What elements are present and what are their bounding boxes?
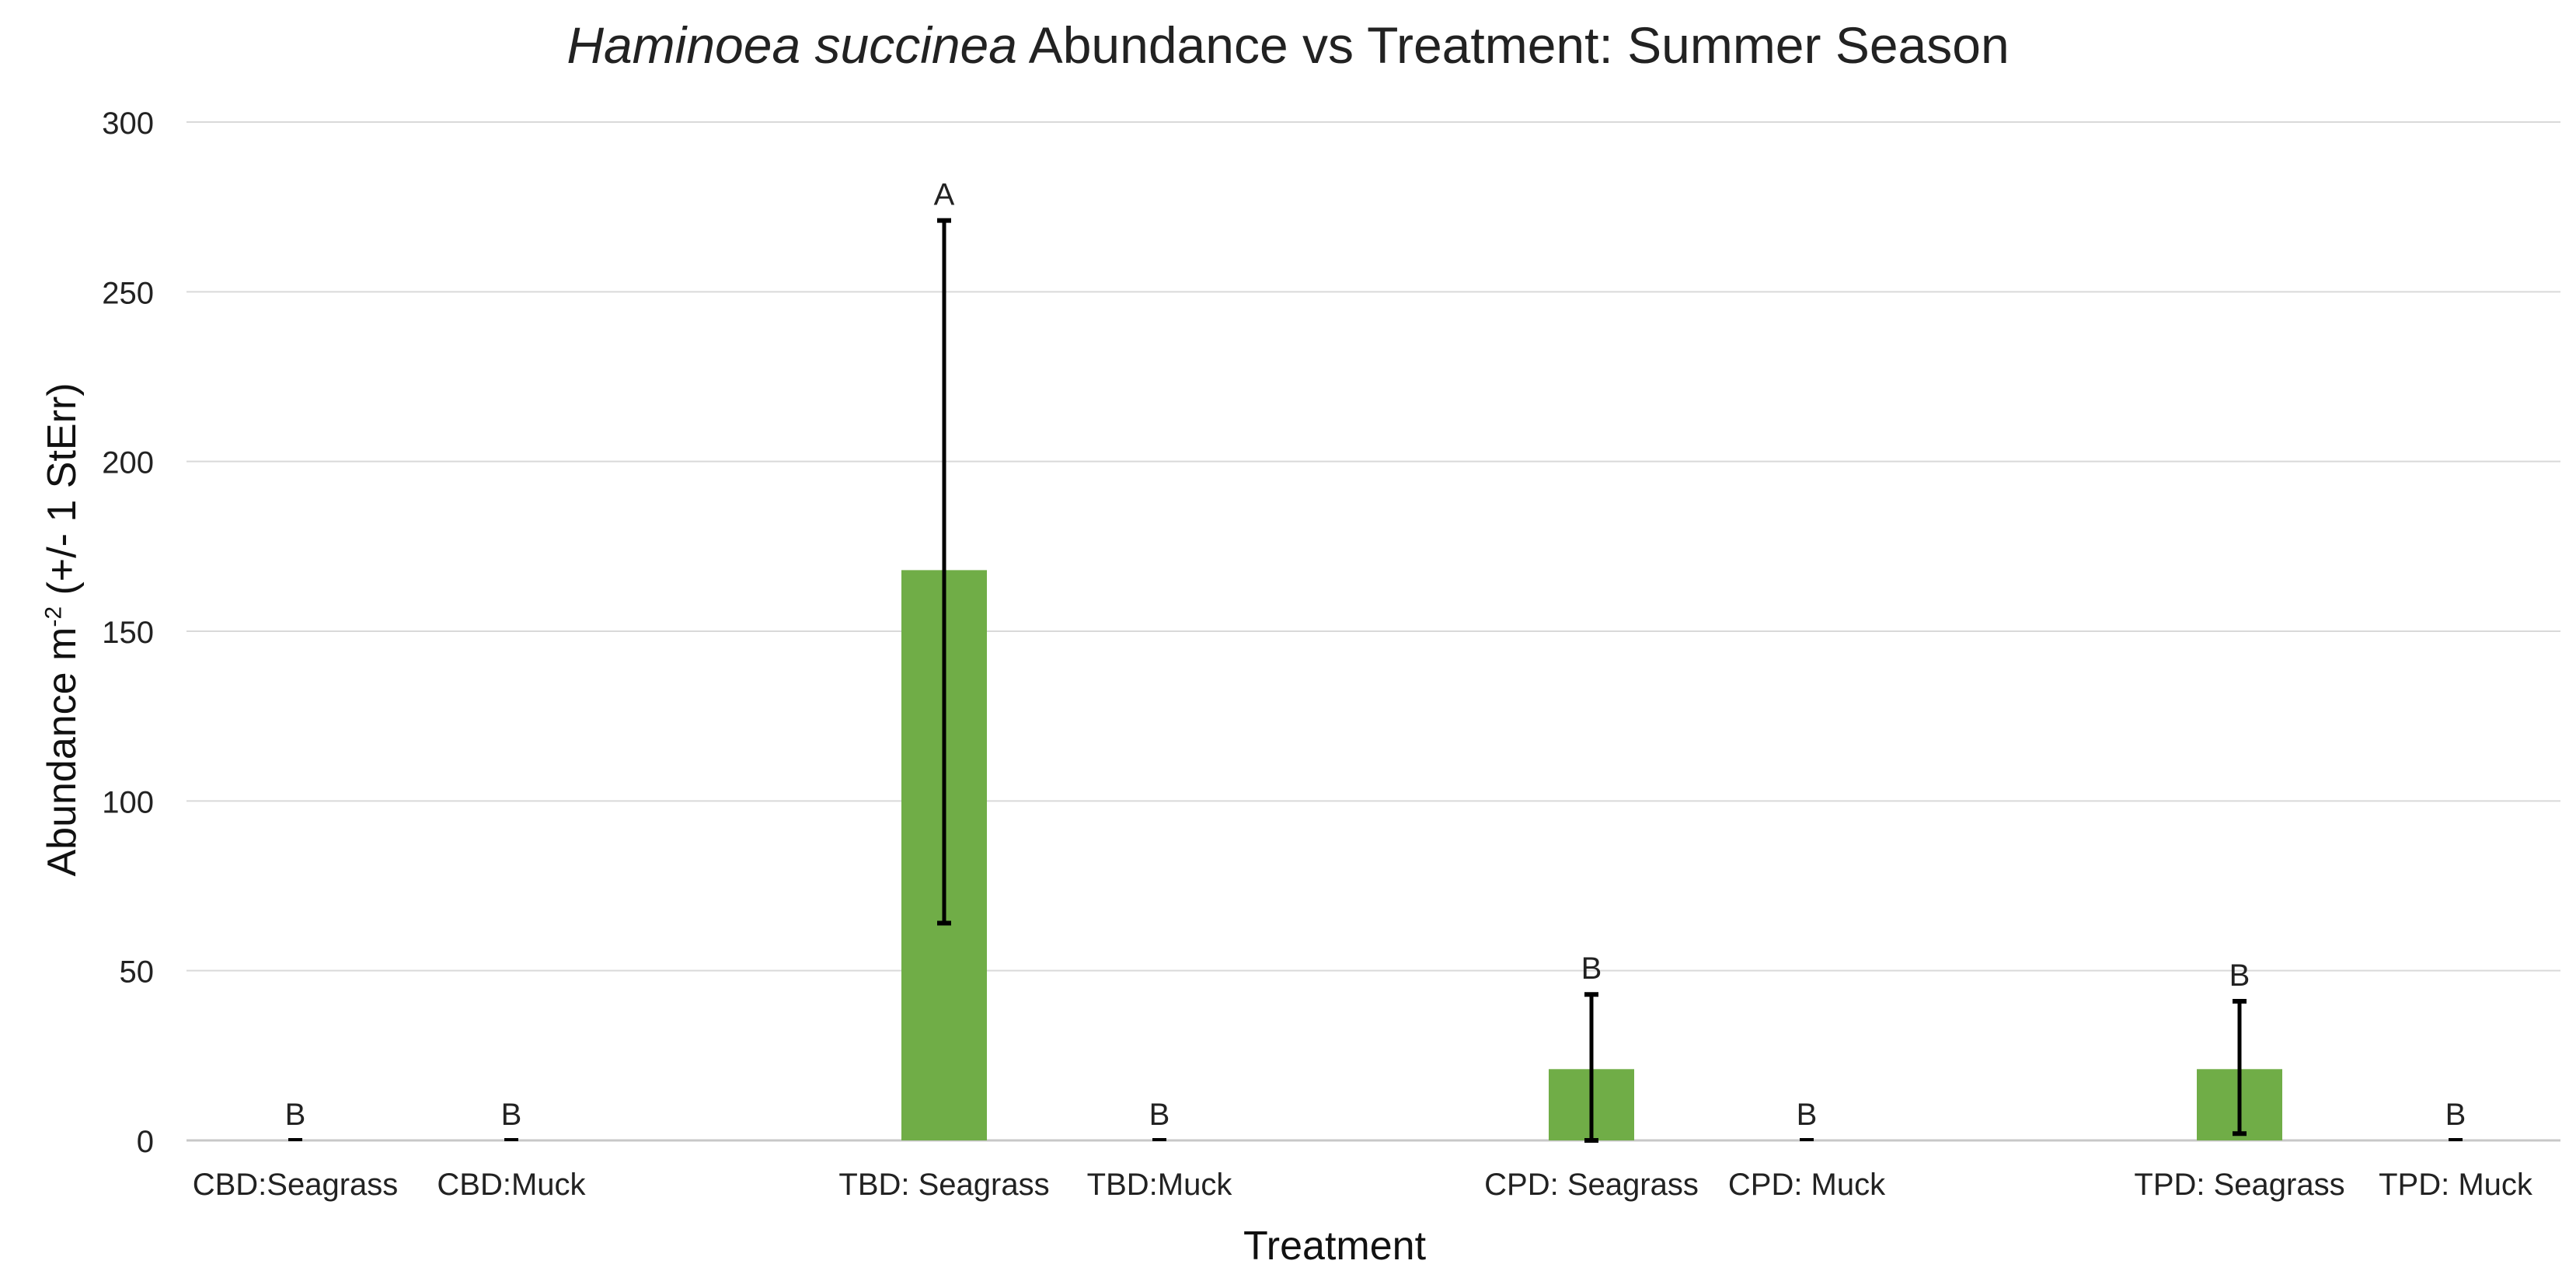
- chart-title-italic: Haminoea succinea: [566, 16, 1017, 74]
- x-tick-label: TBD:Muck: [1087, 1168, 1233, 1202]
- error-bars: [288, 218, 2463, 1143]
- y-tick-label: 50: [120, 955, 155, 990]
- significance-letter: B: [285, 1098, 306, 1132]
- significance-letter: B: [2229, 959, 2250, 993]
- chart-title-rest: Abundance vs Treatment: Summer Season: [1016, 16, 2010, 74]
- significance-letter: B: [1149, 1098, 1170, 1132]
- y-tick-label: 100: [102, 785, 154, 819]
- x-tick-label: CPD: Seagrass: [1484, 1168, 1699, 1202]
- y-tick-labels: 0 50 100 150 200 250 300: [102, 107, 154, 1159]
- x-tick-label: CBD:Muck: [437, 1168, 586, 1202]
- x-tick-labels: CBD:Seagrass CBD:Muck TBD: Seagrass TBD:Muc…: [193, 1168, 2533, 1202]
- y-tick-label: 0: [137, 1125, 154, 1159]
- significance-letter: B: [2445, 1098, 2466, 1132]
- gridlines: [186, 121, 2560, 1142]
- x-tick-label: CPD: Muck: [1728, 1168, 1886, 1202]
- x-tick-label: TPD: Seagrass: [2134, 1168, 2344, 1202]
- y-tick-label: 250: [102, 276, 154, 310]
- y-tick-label: 200: [102, 446, 154, 480]
- significance-letter: B: [1797, 1098, 1818, 1132]
- y-tick-label: 150: [102, 616, 154, 650]
- x-tick-label: TPD: Muck: [2379, 1168, 2533, 1202]
- significance-letter: A: [934, 178, 955, 212]
- significance-letters: B B A B B B B B: [285, 178, 2466, 1132]
- chart-title: Haminoea succinea Abundance vs Treatment…: [0, 16, 2576, 75]
- significance-letter: B: [1581, 952, 1602, 986]
- y-tick-label: 300: [102, 107, 154, 141]
- x-axis-label: Treatment: [1243, 1224, 1427, 1269]
- x-tick-label: CBD:Seagrass: [193, 1168, 399, 1202]
- significance-letter: B: [501, 1098, 522, 1132]
- x-tick-label: TBD: Seagrass: [838, 1168, 1049, 1202]
